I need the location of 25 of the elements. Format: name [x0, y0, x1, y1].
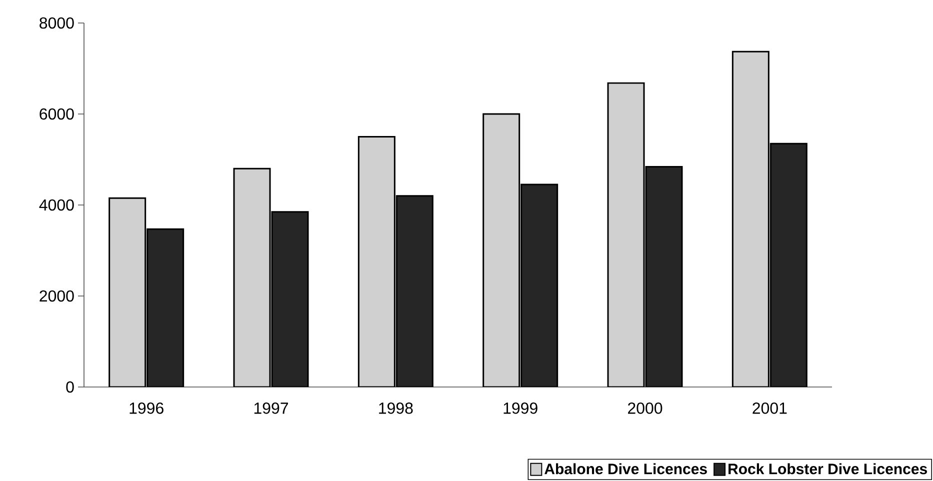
y-tick-label: 4000	[39, 199, 74, 211]
x-tick-label: 1999	[504, 402, 538, 414]
bar	[271, 211, 309, 387]
x-tick-label: 1997	[254, 402, 288, 414]
bar	[358, 136, 396, 387]
x-tick-label: 1996	[130, 402, 164, 414]
bar	[607, 82, 645, 387]
legend-label: Rock Lobster Dive Licences	[728, 463, 927, 474]
y-tick-label: 0	[66, 381, 74, 393]
x-tick-label: 1998	[379, 402, 413, 414]
bar	[645, 166, 683, 387]
y-tick-label: 6000	[40, 108, 74, 120]
y-tick-label: 8000	[40, 17, 74, 29]
bar	[770, 142, 808, 387]
legend-label: Abalone Dive Licences	[544, 463, 707, 474]
bar	[233, 168, 271, 387]
x-tick-label: 2001	[752, 402, 787, 414]
bar	[520, 184, 558, 387]
bar	[732, 50, 770, 387]
bar	[482, 113, 520, 387]
bar	[396, 195, 434, 387]
bar	[146, 228, 184, 387]
x-tick-label: 2000	[628, 402, 662, 414]
bar	[108, 197, 146, 387]
y-tick-label: 2000	[40, 290, 74, 302]
